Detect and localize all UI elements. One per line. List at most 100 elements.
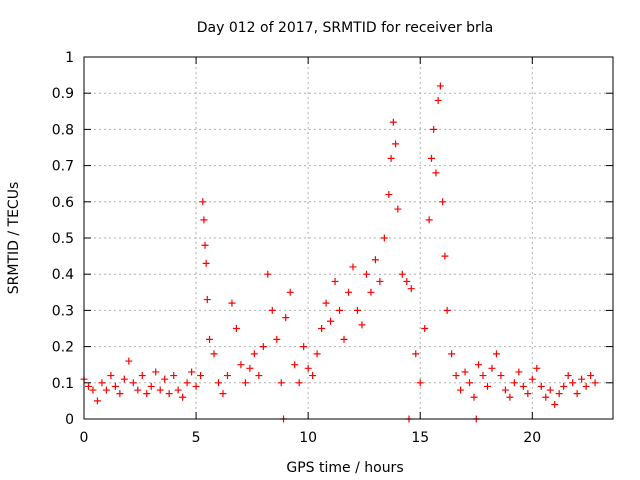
data-point [358,321,366,329]
data-point [394,205,402,213]
data-point [427,154,435,162]
data-point [210,350,218,358]
data-point [102,386,110,394]
data-point [398,270,406,278]
data-point [111,382,119,390]
data-point [591,379,599,387]
data-point [223,372,231,380]
data-point [461,368,469,376]
data-point [161,375,169,383]
data-point [392,140,400,148]
data-point [188,368,196,376]
data-point [277,379,285,387]
data-point [331,277,339,285]
data-point [273,335,281,343]
data-point [412,350,420,358]
data-point [156,386,164,394]
x-tick-label: 5 [192,430,201,446]
data-point [93,397,101,405]
data-point [439,198,447,206]
y-tick-label: 0.7 [52,159,74,175]
data-point [327,317,335,325]
data-point [483,382,491,390]
data-point [510,379,518,387]
data-point [443,306,451,314]
data-point [367,288,375,296]
data-point [506,393,514,401]
data-point [134,386,142,394]
data-point [203,296,211,304]
y-tick-label: 1 [65,50,74,66]
data-point [84,382,92,390]
x-tick-label: 20 [523,430,541,446]
data-point [519,382,527,390]
y-tick-label: 0.4 [52,267,74,283]
data-point [492,350,500,358]
data-point [250,350,258,358]
data-point [170,372,178,380]
data-point [564,372,572,380]
data-point [387,154,395,162]
y-tick-label: 0.3 [52,303,74,319]
data-point [241,379,249,387]
data-point [286,288,294,296]
data-point [120,375,128,383]
data-point [219,390,227,398]
data-point [138,372,146,380]
data-point [246,364,254,372]
data-point [237,361,245,369]
data-point [232,325,240,332]
data-point [542,393,550,401]
data-point [380,234,388,242]
data-point [457,386,465,394]
data-point [309,372,317,380]
data-point [441,252,449,260]
x-tick-label: 15 [411,430,429,446]
data-point [259,343,267,351]
data-point [89,386,97,394]
data-point [546,386,554,394]
data-point [560,382,568,390]
data-point [389,118,397,126]
data-point [403,277,411,285]
data-point [282,314,290,322]
data-point [200,216,208,224]
y-tick-label: 0.6 [52,195,74,211]
data-point [143,390,151,398]
data-point [336,306,344,314]
plot-frame [83,56,614,420]
data-point [183,379,191,387]
data-point [582,382,590,390]
data-points [80,82,599,423]
data-point [385,191,393,199]
y-tick-label: 0.2 [52,340,74,356]
data-point [353,306,361,314]
data-point [197,372,205,380]
y-tick-label: 0.1 [52,376,74,392]
axis-ticks [83,56,613,420]
data-point [371,256,379,264]
grid-lines [84,57,613,419]
data-point [434,96,442,104]
data-point [475,361,483,369]
tick-labels: 00.10.20.30.40.50.60.70.80.910 5 10 15 20 [52,50,541,446]
data-point [501,386,509,394]
data-point [533,364,541,372]
data-point [416,379,424,387]
data-point [524,390,532,398]
data-point [295,379,303,387]
data-point [430,125,438,133]
chart-title: Day 012 of 2017, SRMTID for receiver brl… [197,20,494,36]
data-point [318,325,326,332]
data-point [470,393,478,401]
data-point [488,364,496,372]
data-point [214,379,222,387]
data-point [98,379,106,387]
data-point [192,382,200,390]
data-point [349,263,357,271]
data-point [300,343,308,351]
data-point [125,357,133,365]
data-point [573,390,581,398]
data-point [228,299,236,307]
